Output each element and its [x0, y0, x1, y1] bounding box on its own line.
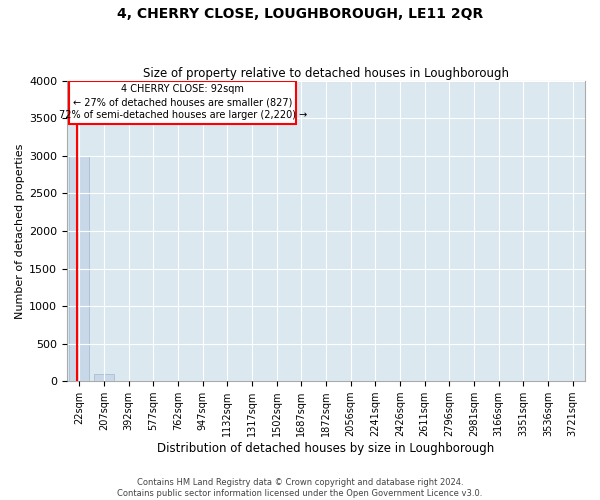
Bar: [70, 156, 89, 381]
Text: 4 CHERRY CLOSE: 92sqm: 4 CHERRY CLOSE: 92sqm: [121, 84, 244, 94]
Text: ← 27% of detached houses are smaller (827): ← 27% of detached houses are smaller (82…: [73, 97, 292, 107]
Bar: [94, 374, 114, 381]
Text: 72% of semi-detached houses are larger (2,220) →: 72% of semi-detached houses are larger (…: [59, 110, 307, 120]
Text: 4, CHERRY CLOSE, LOUGHBOROUGH, LE11 2QR: 4, CHERRY CLOSE, LOUGHBOROUGH, LE11 2QR: [117, 8, 483, 22]
Title: Size of property relative to detached houses in Loughborough: Size of property relative to detached ho…: [143, 66, 509, 80]
Y-axis label: Number of detached properties: Number of detached properties: [15, 144, 25, 318]
X-axis label: Distribution of detached houses by size in Loughborough: Distribution of detached houses by size …: [157, 442, 494, 455]
FancyBboxPatch shape: [69, 82, 296, 124]
Text: Contains HM Land Registry data © Crown copyright and database right 2024.
Contai: Contains HM Land Registry data © Crown c…: [118, 478, 482, 498]
